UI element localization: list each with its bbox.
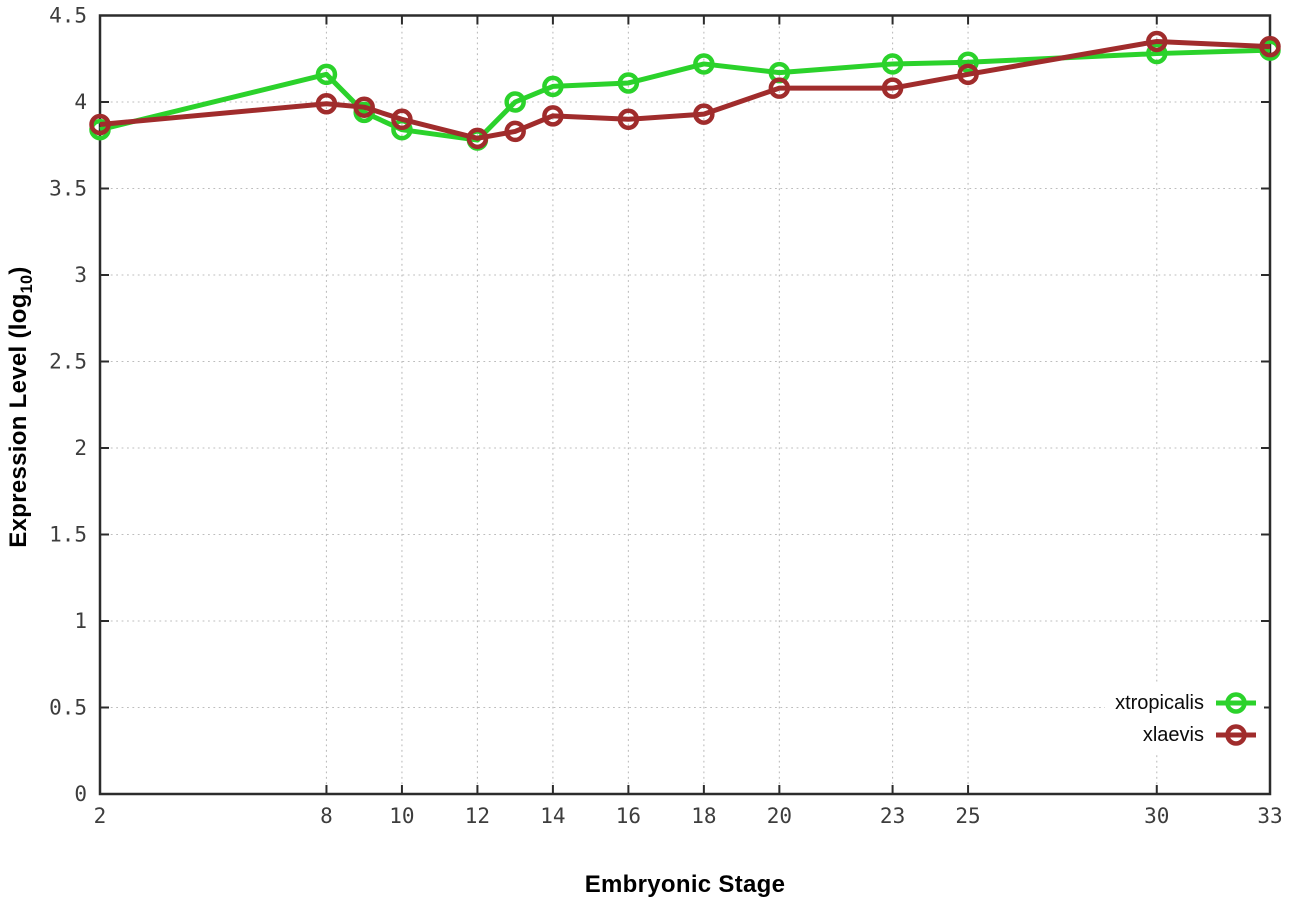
legend: xtropicalis xlaevis [1105,685,1264,753]
y-tick-label: 2 [74,436,87,460]
x-tick-label: 14 [540,804,565,828]
data-point-xlaevis [881,77,904,99]
y-axis-title-subscript: 10 [17,274,36,294]
y-tick-label: 4 [74,90,87,114]
data-point-xlaevis [542,105,564,127]
series-xtropicalis [89,39,1281,151]
x-tick-label: 10 [389,804,414,828]
line-marker-sample-icon [1216,724,1256,746]
x-tick-label: 30 [1144,804,1169,828]
y-tick-label: 1.5 [49,523,87,547]
x-tick-label: 20 [767,804,792,828]
y-tick-label: 4.5 [49,4,87,28]
series-xlaevis [89,30,1281,150]
series-line-xtropicalis [99,47,1271,143]
x-tick-label: 25 [955,804,980,828]
y-tick-label: 3.5 [49,177,87,201]
data-point-xlaevis [768,77,791,99]
data-point-xlaevis [1146,30,1168,53]
y-tick-label: 1 [74,609,87,633]
data-point-xlaevis [957,63,979,86]
y-tick-label: 0.5 [49,696,87,720]
data-point-xlaevis [1259,35,1281,58]
data-point-xtropicalis [504,91,526,113]
y-tick-label: 0 [74,782,87,806]
gridlines [100,15,1270,794]
tick-marks [99,14,1271,795]
data-point-xlaevis [466,127,489,150]
x-tick-label: 12 [465,804,490,828]
x-tick-label: 8 [320,804,333,828]
y-tick-label: 2.5 [49,350,87,374]
x-tick-label: 18 [691,804,716,828]
x-axis-title: Embryonic Stage [584,871,786,898]
x-tick-label: 2 [94,804,107,828]
legend-entry-xlaevis: xlaevis [1143,719,1258,751]
data-point-xtropicalis [881,53,904,75]
legend-label-xlaevis: xlaevis [1142,723,1204,746]
legend-label-xtropicalis: xtropicalis [1115,691,1204,714]
data-point-xlaevis [693,103,715,125]
data-point-xtropicalis [957,51,979,73]
data-point-xlaevis [504,120,526,143]
y-axis-title-text: Expression Level (log [5,293,33,548]
data-point-xlaevis [617,108,640,131]
line-marker-sample-icon [1216,692,1256,714]
plot-border [98,14,1272,796]
data-point-xtropicalis [617,72,640,94]
legend-entry-xtropicalis: xtropicalis [1115,687,1258,719]
y-tick-label: 3 [74,263,87,287]
tick-labels: 2 8 10 12 14 16 18 20 23 25 30 33 0 0.5 1 1.5 2 2.5 3 3.5 4 4… [49,4,1283,829]
data-point-xlaevis [391,108,413,131]
x-tick-label: 33 [1257,804,1282,828]
y-axis-title: Expression Level (log10) [5,266,37,547]
data-point-xtropicalis [542,75,564,98]
data-point-xlaevis [89,113,111,136]
data-point-xtropicalis [1146,42,1168,65]
data-point-xlaevis [315,92,338,115]
data-point-xtropicalis [693,53,715,75]
x-tick-label: 23 [880,804,905,828]
data-point-xtropicalis [315,63,338,86]
data-point-xlaevis [353,96,375,118]
y-axis-title-close: ) [5,266,33,275]
x-tick-label: 16 [616,804,641,828]
